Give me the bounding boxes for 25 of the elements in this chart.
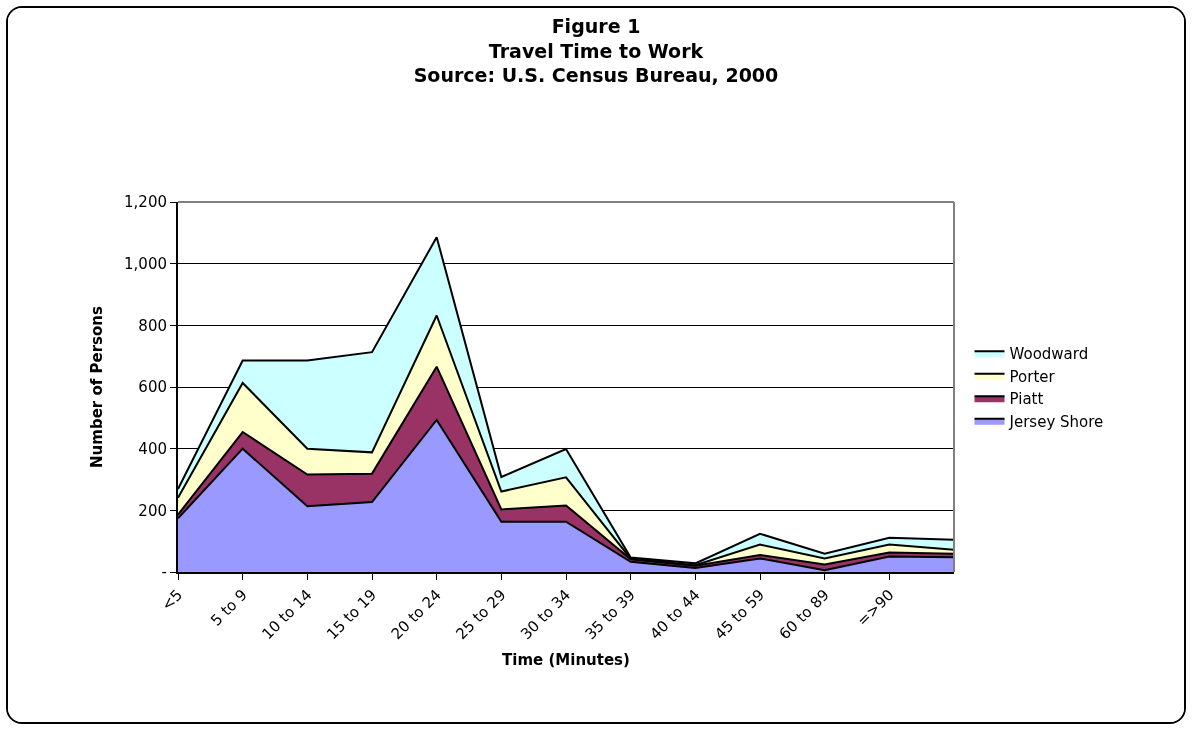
x-tick-label: 30 to 34	[517, 585, 575, 644]
x-tick-label: 60 to 89	[775, 585, 833, 644]
y-tick-label: 1,000	[124, 254, 167, 273]
y-tick-label: -	[161, 563, 167, 582]
x-tick-label: 5 to 9	[207, 585, 251, 630]
x-tick-label: 25 to 29	[452, 585, 510, 644]
legend-label: Woodward	[1009, 345, 1089, 364]
legend-label: Porter	[1009, 367, 1056, 386]
y-tick-label: 600	[138, 378, 167, 397]
x-tick-label: 35 to 39	[581, 585, 639, 644]
y-tick-label: 800	[138, 316, 167, 335]
x-axis-title: Time (Minutes)	[502, 650, 630, 669]
y-tick-label: 400	[138, 439, 167, 458]
chart-title: Figure 1 Travel Time to Work Source: U.S. Census Bureau, 2000	[413, 14, 779, 87]
x-tick-label: 40 to 44	[646, 585, 704, 644]
legend-label: Piatt	[1009, 390, 1044, 409]
y-tick-label: 200	[138, 501, 167, 520]
x-tick-label: <5	[157, 585, 187, 615]
y-axis-title: Number of Persons	[87, 306, 106, 468]
x-tick-label: 45 to 59	[711, 585, 769, 644]
legend-label: Jersey Shore	[1008, 412, 1104, 431]
x-tick-label: 15 to 19	[323, 585, 381, 644]
x-tick-label: 20 to 24	[387, 585, 445, 644]
y-tick-label: 1,200	[124, 193, 167, 212]
x-tick-label: 10 to 14	[258, 585, 316, 644]
